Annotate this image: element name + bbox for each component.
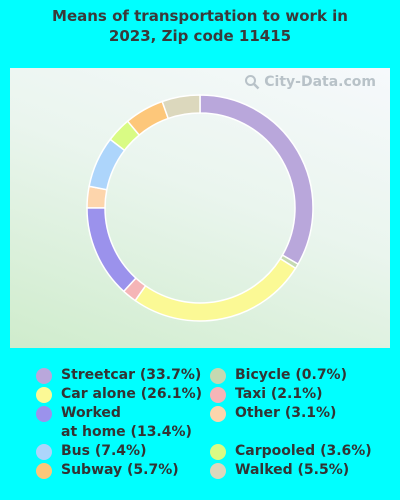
legend-item-worked-at-home: Worked at home (13.4%) (36, 404, 192, 442)
legend-label: Car alone (26.1%) (61, 386, 203, 402)
legend-item-bus: Bus (7.4%) (36, 442, 146, 461)
legend-item-streetcar: Streetcar (33.7%) (36, 366, 201, 385)
legend-label: Bicycle (0.7%) (235, 367, 347, 383)
slice-worked-at-home (86, 207, 137, 293)
legend-swatch (210, 368, 226, 384)
slice-streetcar (199, 94, 314, 266)
legend-swatch (36, 368, 52, 384)
legend-label: Carpooled (3.6%) (235, 443, 372, 459)
legend-label: Worked at home (13.4%) (61, 405, 192, 440)
magnifier-icon (245, 75, 260, 90)
watermark: City-Data.com (244, 74, 376, 90)
legend-item-carpooled: Carpooled (3.6%) (210, 442, 372, 461)
legend-label: Streetcar (33.7%) (61, 367, 202, 383)
legend-label: Other (3.1%) (235, 405, 337, 421)
slice-car-alone (134, 257, 297, 322)
legend-label: Walked (5.5%) (235, 462, 350, 478)
legend-label: Taxi (2.1%) (235, 386, 323, 402)
legend-item-subway: Subway (5.7%) (36, 461, 179, 480)
legend-swatch (210, 387, 226, 403)
donut-chart (86, 94, 314, 322)
legend-item-other: Other (3.1%) (210, 404, 336, 423)
legend-swatch (36, 387, 52, 403)
legend-item-walked: Walked (5.5%) (210, 461, 349, 480)
legend-item-car-alone: Car alone (26.1%) (36, 385, 202, 404)
legend-label: Subway (5.7%) (61, 462, 179, 478)
chart-panel: City-Data.com (10, 68, 390, 348)
legend-item-taxi: Taxi (2.1%) (210, 385, 323, 404)
legend-label: Bus (7.4%) (61, 443, 147, 459)
legend-swatch (36, 444, 52, 460)
legend-swatch (210, 444, 226, 460)
slice-walked (161, 94, 201, 120)
chart-title: Means of transportation to work in 2023,… (52, 7, 348, 45)
legend-item-bicycle: Bicycle (0.7%) (210, 366, 347, 385)
legend-swatch (36, 406, 52, 422)
watermark-text: City-Data.com (264, 74, 376, 90)
legend-swatch (210, 463, 226, 479)
legend-swatch (210, 406, 226, 422)
legend: Streetcar (33.7%) Bicycle (0.7%) Car alone… (0, 362, 400, 492)
legend-swatch (36, 463, 52, 479)
